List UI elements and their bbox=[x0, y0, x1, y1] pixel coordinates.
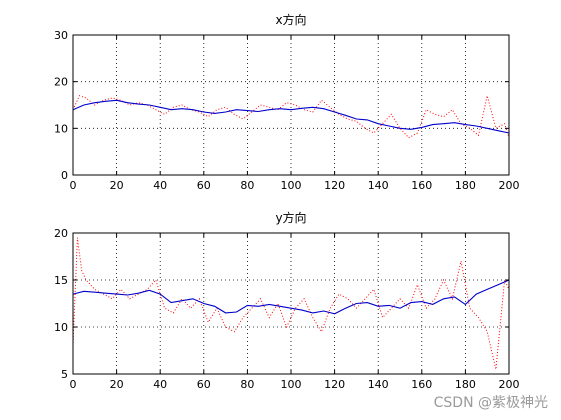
filtered-series-line bbox=[72, 99, 510, 134]
x-tick-label: 120 bbox=[324, 378, 345, 391]
measured-series-line bbox=[72, 95, 510, 139]
y-tick-label: 20 bbox=[54, 227, 68, 240]
x-tick-label: 100 bbox=[281, 378, 302, 391]
y-tick-label: 0 bbox=[61, 169, 68, 182]
watermark: CSDN @紫极神光 bbox=[434, 395, 548, 411]
x-tick-label: 180 bbox=[455, 179, 476, 192]
x-tick-label: 200 bbox=[499, 378, 520, 391]
x-tick-label: 60 bbox=[197, 378, 211, 391]
y-tick-label: 20 bbox=[54, 76, 68, 89]
y-tick-label: 30 bbox=[54, 29, 68, 42]
x-tick-label: 140 bbox=[368, 179, 389, 192]
x-tick-label: 60 bbox=[197, 179, 211, 192]
x-tick-label: 200 bbox=[499, 179, 520, 192]
chart-title: y方向 bbox=[275, 210, 306, 225]
x-tick-label: 160 bbox=[411, 179, 432, 192]
y-tick-label: 10 bbox=[54, 321, 68, 334]
x-tick-label: 0 bbox=[70, 179, 77, 192]
plot-area bbox=[73, 233, 509, 374]
x-tick-label: 100 bbox=[281, 179, 302, 192]
x-tick-label: 40 bbox=[153, 179, 167, 192]
x-tick-label: 20 bbox=[110, 179, 124, 192]
x-tick-label: 180 bbox=[455, 378, 476, 391]
x-tick-label: 160 bbox=[411, 378, 432, 391]
x-direction-plot: 0 20 40 60 80 100 120 140 160 180 200 0 10 20 30 x方向 bbox=[54, 12, 520, 192]
chart-title: x方向 bbox=[275, 12, 306, 27]
x-tick-label: 40 bbox=[153, 378, 167, 391]
y-tick-label: 5 bbox=[61, 368, 68, 381]
x-tick-label: 80 bbox=[240, 378, 254, 391]
x-tick-label: 120 bbox=[324, 179, 345, 192]
x-tick-label: 140 bbox=[368, 378, 389, 391]
y-tick-label: 10 bbox=[54, 122, 68, 135]
y-tick-label: 15 bbox=[54, 274, 68, 287]
y-direction-plot: 0 20 40 60 80 100 120 140 160 180 200 5 10 15 20 y方向 bbox=[54, 210, 520, 391]
measured-series-line bbox=[72, 237, 510, 370]
x-tick-label: 80 bbox=[240, 179, 254, 192]
x-tick-label: 20 bbox=[110, 378, 124, 391]
x-tick-label: 0 bbox=[70, 378, 77, 391]
filtered-series-line bbox=[72, 279, 510, 315]
